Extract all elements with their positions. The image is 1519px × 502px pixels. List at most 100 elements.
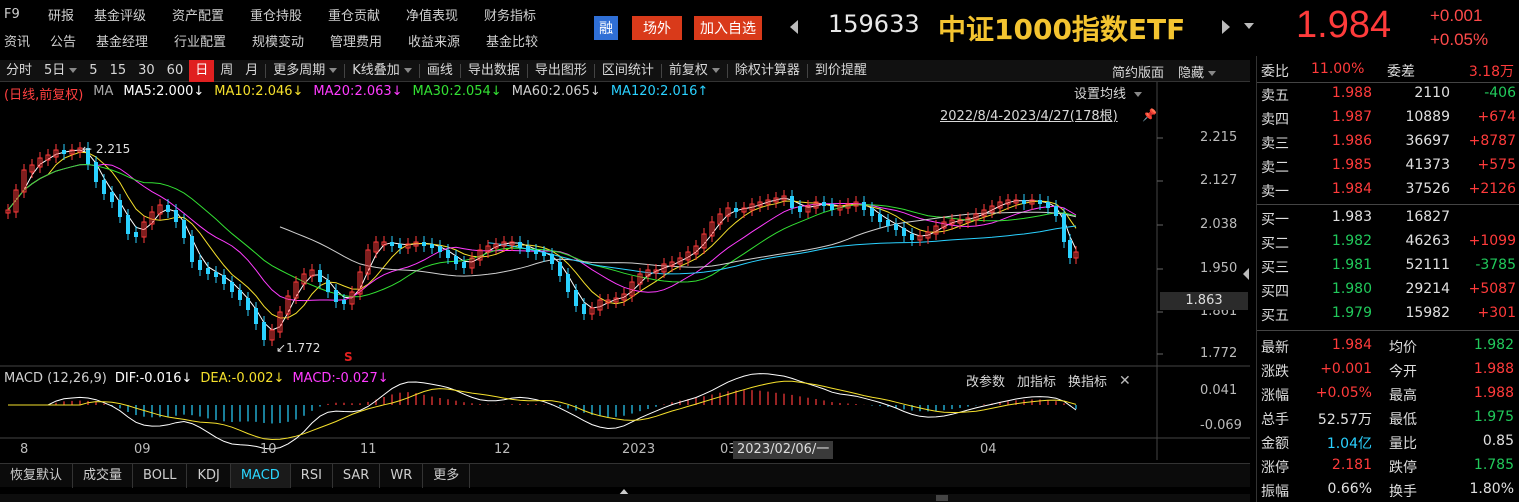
orderbook-row[interactable]: 买一 1.983 16827 [1257, 206, 1519, 230]
orderbook-row[interactable]: 买二 1.982 46263 +1099 [1257, 230, 1519, 254]
nav-item-row1-6[interactable]: 净值表现 [406, 8, 459, 24]
toolbar-item-8[interactable]: 月 [245, 62, 259, 78]
toolbar-right-item-0[interactable]: 简约版面 [1112, 65, 1165, 81]
toolbar-item-6[interactable]: 日 [189, 59, 215, 82]
nav-item-row2-1[interactable]: 公告 [50, 34, 77, 50]
indicator-tab-5[interactable]: RSI [291, 464, 333, 488]
nav-item-row2-2[interactable]: 基金经理 [96, 34, 149, 50]
orderbook-row[interactable]: 买五 1.979 15982 +301 [1257, 302, 1519, 326]
toolbar-item-3[interactable]: 15 [109, 62, 127, 78]
nav-item-row1-5[interactable]: 重仓贡献 [328, 8, 381, 24]
nav-item-row2-3[interactable]: 行业配置 [174, 34, 227, 50]
ma-settings-button[interactable]: 设置均线 [1074, 86, 1143, 104]
toolbar-divider [418, 63, 420, 78]
orderbook-row[interactable]: 卖三 1.986 36697 +8787 [1257, 130, 1519, 154]
candle-body [86, 148, 90, 164]
indicator-tab-7[interactable]: WR [380, 464, 424, 488]
indicator-tab-8[interactable]: 更多 [423, 464, 471, 488]
prev-stock-arrow-icon[interactable] [790, 20, 798, 34]
nav-item-row1-0[interactable]: F9 [4, 6, 20, 22]
toolbar-item-9[interactable]: 更多周期 [267, 60, 343, 82]
toolbar-item-11[interactable]: 画线 [426, 62, 453, 78]
candle-body [277, 311, 283, 333]
nav-item-row1-4[interactable]: 重仓持股 [250, 8, 303, 24]
rong-badge[interactable]: 融 [594, 16, 618, 40]
toolbar-item-13[interactable]: 导出图形 [534, 62, 587, 78]
indicator-tab-3[interactable]: KDJ [187, 464, 231, 488]
scrollbar-track[interactable] [0, 494, 1250, 502]
orderbook-row[interactable]: 买三 1.981 52111 -3785 [1257, 254, 1519, 278]
orderbook-volume: 46263 [1405, 233, 1450, 249]
pin-icon[interactable]: 📌 [1142, 108, 1157, 122]
orderbook-row[interactable]: 卖四 1.987 10889 +674 [1257, 106, 1519, 130]
order-book-panel: 委比 11.00% 委差 3.18万 卖五 1.988 2110 -406 卖四 1.987 108… [1256, 56, 1519, 502]
changwai-button[interactable]: 场外 [632, 16, 682, 40]
orderbook-row[interactable]: 卖二 1.985 41373 +575 [1257, 154, 1519, 178]
candle-body [997, 201, 1003, 209]
toolbar-item-1[interactable]: 5日 [38, 60, 83, 82]
nav-item-row2-7[interactable]: 基金比较 [486, 34, 539, 50]
candle-body [77, 147, 83, 153]
add-to-watchlist-button[interactable]: 加入自选 [694, 16, 762, 40]
price-axis-label-1: 2.127 [1200, 173, 1238, 188]
candle-body [390, 242, 394, 246]
indicator-tab-1[interactable]: 成交量 [73, 464, 134, 488]
toolbar-item-10[interactable]: K线叠加 [346, 60, 418, 82]
candle-body [1068, 240, 1072, 258]
nav-item-row2-5[interactable]: 管理费用 [330, 34, 383, 50]
toolbar-item-14[interactable]: 区间统计 [601, 62, 654, 78]
nav-item-row1-2[interactable]: 基金评级 [94, 8, 147, 24]
toolbar-item-7[interactable]: 周 [220, 62, 234, 78]
nav-item-row2-6[interactable]: 收益来源 [408, 34, 461, 50]
dropdown-arrow-icon[interactable] [1244, 23, 1254, 29]
toolbar-item-0[interactable]: 分时 [6, 62, 33, 78]
kline-chart[interactable] [0, 0, 1250, 460]
orderbook-label: 买一 [1261, 212, 1289, 228]
toolbar-item-12[interactable]: 导出数据 [467, 62, 520, 78]
panel-collapse-icon[interactable] [1243, 268, 1249, 280]
collapse-arrow-icon[interactable] [618, 489, 630, 496]
candle-body [518, 242, 522, 248]
close-icon[interactable]: ✕ [1119, 372, 1131, 389]
candle-body [1005, 199, 1011, 205]
toolbar-item-5[interactable]: 60 [166, 62, 184, 78]
candle-body [741, 207, 747, 213]
orderbook-label: 卖四 [1261, 112, 1289, 128]
indicator-tab-2[interactable]: BOLL [133, 464, 188, 488]
orderbook-volume: 37526 [1405, 181, 1450, 197]
macd-button-2[interactable]: 换指标 [1068, 375, 1108, 390]
indicator-tab-6[interactable]: SAR [333, 464, 381, 488]
nav-item-row2-4[interactable]: 规模变动 [252, 34, 305, 50]
divider [1257, 82, 1519, 83]
toolbar-item-17[interactable]: 到价提醒 [814, 62, 867, 78]
toolbar-item-15[interactable]: 前复权 [663, 60, 726, 82]
orderbook-row[interactable]: 买四 1.980 29214 +5087 [1257, 278, 1519, 302]
nav-item-row1-3[interactable]: 资产配置 [172, 8, 225, 24]
indicator-tab-4[interactable]: MACD [230, 464, 291, 488]
candle-body [677, 257, 683, 265]
stat-value: 0.66% [1327, 481, 1372, 497]
orderbook-label: 买四 [1261, 284, 1289, 300]
indicator-tab-0[interactable]: 恢复默认 [0, 464, 74, 488]
candle-body [509, 241, 515, 246]
toolbar-item-4[interactable]: 30 [138, 62, 155, 78]
orderbook-label: 买五 [1261, 308, 1289, 324]
price-change: +0.001 [1430, 6, 1483, 25]
cursor-date: 2023/02/06/一 [733, 441, 834, 459]
macd-button-0[interactable]: 改参数 [966, 375, 1006, 390]
toolbar-item-16[interactable]: 除权计算器 [734, 62, 800, 78]
next-stock-arrow-icon[interactable] [1222, 20, 1230, 34]
toolbar-item-2[interactable]: 5 [89, 62, 98, 78]
scrollbar-thumb[interactable] [936, 495, 948, 501]
candle-body [645, 269, 651, 277]
orderbook-price: 1.987 [1331, 109, 1372, 125]
nav-item-row1-7[interactable]: 财务指标 [484, 8, 537, 24]
nav-item-row1-1[interactable]: 研报 [48, 8, 75, 24]
macd-value: MACD:-0.027↓ [292, 371, 389, 386]
nav-item-row2-0[interactable]: 资讯 [4, 34, 31, 50]
ma-legend: (日线,前复权) MA MA5:2.000↓ MA10:2.046↓ MA20:2.06… [4, 84, 708, 103]
orderbook-row[interactable]: 卖五 1.988 2110 -406 [1257, 82, 1519, 106]
orderbook-row[interactable]: 卖一 1.984 37526 +2126 [1257, 178, 1519, 202]
toolbar-right-item-1[interactable]: 隐藏 [1178, 62, 1217, 81]
macd-button-1[interactable]: 加指标 [1017, 375, 1057, 390]
